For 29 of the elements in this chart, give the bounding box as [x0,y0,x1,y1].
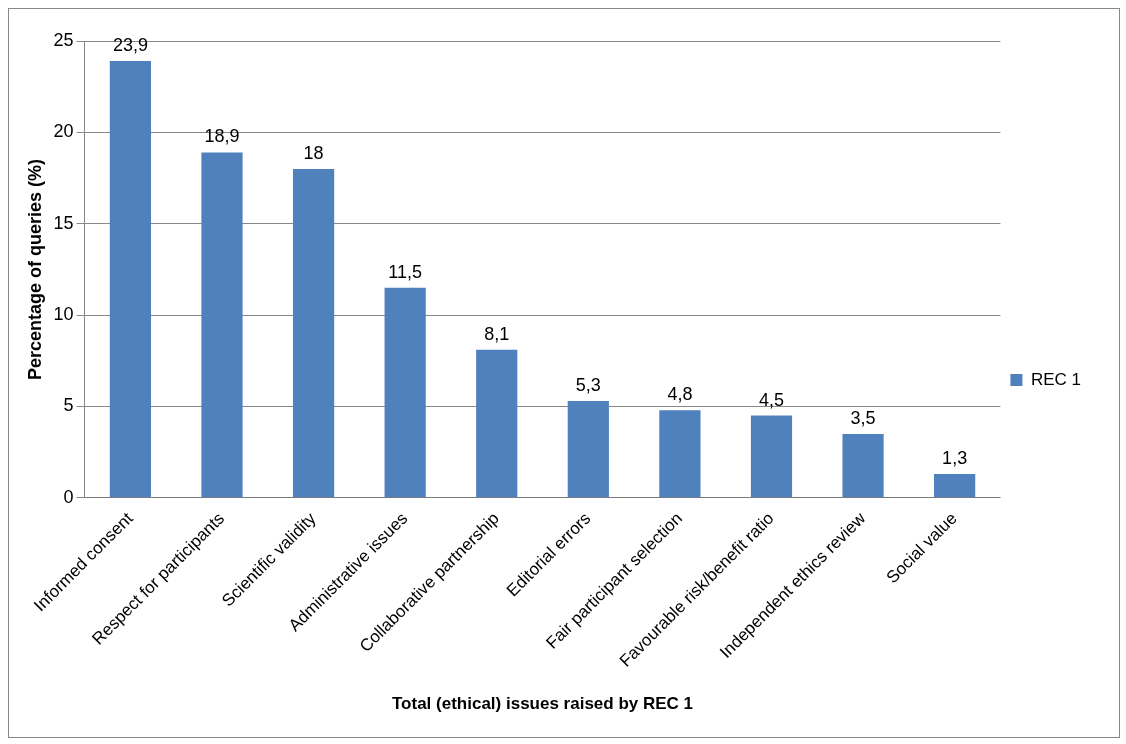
y-tick-label: 15 [53,212,74,233]
data-label: 18 [303,142,324,163]
legend-label: REC 1 [1030,369,1082,389]
x-axis-title: Total (ethical) issues raised by REC 1 [391,694,694,714]
data-label: 1,3 [942,448,968,469]
y-tick-label: 0 [63,486,74,507]
data-label: 4,5 [758,389,784,410]
bar [934,474,976,498]
data-label: 5,3 [575,374,601,395]
y-tick-label: 20 [53,121,74,142]
bar [476,349,518,498]
y-tick-label: 25 [53,29,74,50]
y-axis-title: Percentage of queries (%) [24,158,45,380]
bar [659,410,701,498]
data-label: 18,9 [204,126,240,147]
data-label: 8,1 [484,323,510,344]
bar [842,433,884,498]
data-label: 4,8 [667,384,693,405]
bar [750,415,793,498]
bar [109,61,152,498]
y-tick-label: 10 [53,304,74,325]
bar [567,401,609,498]
data-label: 3,5 [850,407,876,428]
data-label: 11,5 [388,261,423,282]
bar [292,168,335,498]
bar [384,287,426,498]
data-label: 23,9 [112,35,148,56]
y-tick-label: 5 [63,395,74,416]
bar [201,152,243,498]
